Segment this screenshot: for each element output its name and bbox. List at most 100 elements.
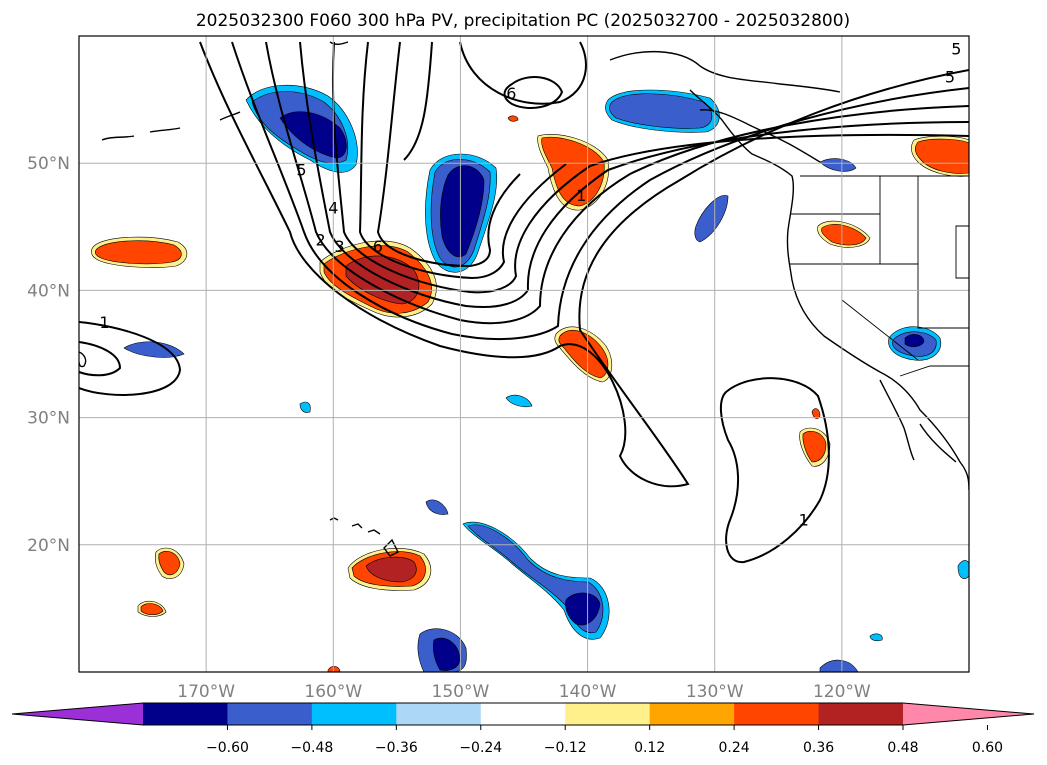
border xyxy=(955,225,969,279)
pv-contour-line xyxy=(265,41,969,325)
pv-contour-line xyxy=(199,41,969,488)
pv-contour-line xyxy=(720,377,830,564)
colorbar-segment xyxy=(818,703,904,725)
political-borders xyxy=(790,175,969,377)
map-frame xyxy=(78,35,970,673)
pv-contour-line xyxy=(376,41,521,268)
precip-anomaly-area xyxy=(140,603,164,616)
coastline xyxy=(329,41,349,45)
colorbar-segment xyxy=(649,703,735,725)
colorbar-extend-high xyxy=(903,703,1034,725)
precip-anomaly-area xyxy=(819,659,859,672)
colorbar-tick-label: −0.12 xyxy=(544,740,587,756)
precip-anomaly-area xyxy=(365,556,417,583)
pv-contour-label: 6 xyxy=(373,237,383,256)
coastline xyxy=(219,111,241,121)
precip-anomaly-area xyxy=(158,551,181,576)
pv-contour-label: 1 xyxy=(799,510,809,529)
border xyxy=(841,299,919,361)
coastline xyxy=(101,135,135,141)
colorbar-segment xyxy=(143,703,228,725)
colorbar-tick-label: 0.12 xyxy=(634,740,665,756)
pv-contour-line xyxy=(299,41,969,308)
precip-anomaly-area xyxy=(811,408,821,419)
precip-anomaly-area xyxy=(95,240,182,265)
colorbar-tick-label: −0.24 xyxy=(459,740,502,756)
latitude-tick-label: 50°N xyxy=(27,154,70,174)
pv-contour-line xyxy=(459,41,587,105)
pv-contour-line xyxy=(403,41,433,161)
precip-anomaly-area xyxy=(440,165,485,258)
pv-contour-line xyxy=(79,341,122,377)
pv-contour-label: 5 xyxy=(296,161,306,180)
border xyxy=(880,263,969,329)
coastline xyxy=(689,89,969,491)
coastline xyxy=(879,379,915,461)
longitude-tick-labels: 170°W 160°W 150°W 140°W 130°W 120°W xyxy=(177,682,871,702)
pv-contour-label: 5 xyxy=(951,40,961,59)
colorbar-outline xyxy=(11,702,1035,726)
precip-anomaly-area xyxy=(565,592,601,626)
colorbar-tick-label: 0.36 xyxy=(803,740,834,756)
precip-anomaly-area xyxy=(821,224,867,246)
colorbar-extend-low xyxy=(12,703,143,725)
precip-anomaly-area xyxy=(904,334,925,348)
colorbar-segment xyxy=(480,703,566,725)
pv-contour-label: 2 xyxy=(315,231,325,250)
border xyxy=(899,365,969,377)
longitude-tick-label: 160°W xyxy=(304,682,362,702)
precip-anomaly-area xyxy=(425,499,449,515)
longitude-tick-label: 140°W xyxy=(559,682,617,702)
map-gridlines xyxy=(79,36,969,672)
longitude-tick-label: 130°W xyxy=(686,682,744,702)
latitude-tick-label: 30°N xyxy=(27,409,70,429)
colorbar-segment xyxy=(734,703,820,725)
precip-anomaly-area xyxy=(819,158,857,172)
colorbar-tick-label: 0.24 xyxy=(719,740,750,756)
precip-anomaly-area xyxy=(609,93,713,129)
colorbar-tick-label: −0.60 xyxy=(206,740,249,756)
colorbar-tick-label: 0.48 xyxy=(887,740,918,756)
colorbar-segment xyxy=(565,703,651,725)
pv-contour-label: 1 xyxy=(99,313,109,332)
precip-anomaly-area xyxy=(507,115,519,122)
latitude-tick-labels: 50°N 40°N 30°N 20°N xyxy=(27,154,70,556)
colorbar-tick-label: 0.60 xyxy=(972,740,1003,756)
precip-anomaly-area xyxy=(915,138,969,174)
coastline xyxy=(149,127,181,133)
coastline xyxy=(699,109,821,163)
coastlines xyxy=(79,41,969,491)
precip-anomaly-area xyxy=(541,136,605,207)
precip-anomaly-area xyxy=(123,341,185,358)
colorbar-tick-label: −0.48 xyxy=(290,740,333,756)
precip-anomaly-area xyxy=(802,431,827,463)
precip-anomaly-area xyxy=(432,637,461,671)
border xyxy=(790,213,881,265)
colorbar: −0.60 −0.48 −0.36 −0.24 −0.12 0.12 0.24 0.36 0.4… xyxy=(11,702,1035,756)
colorbar-segment xyxy=(227,703,313,725)
latitude-tick-label: 40°N xyxy=(27,281,70,301)
colorbar-tick-label: −0.36 xyxy=(375,740,418,756)
coastline xyxy=(609,51,841,93)
colorbar-segment xyxy=(311,703,397,725)
precip-anomaly-area xyxy=(505,394,533,408)
longitude-tick-label: 120°W xyxy=(813,682,871,702)
longitude-tick-label: 170°W xyxy=(177,682,235,702)
pv-contour-line xyxy=(503,76,564,109)
pv-contour-label: 4 xyxy=(328,199,338,218)
pv-contour-label: 1 xyxy=(576,186,586,205)
precip-anomaly-area xyxy=(957,560,969,579)
precipitation-anomaly-shading xyxy=(91,84,969,672)
hawaiian-islands xyxy=(329,517,399,557)
precip-anomaly-area xyxy=(869,633,883,642)
precip-anomaly-area xyxy=(299,401,311,413)
pv-contour-label: 3 xyxy=(335,237,345,256)
precip-anomaly-area xyxy=(327,666,341,672)
colorbar-segment xyxy=(396,703,482,725)
latitude-tick-label: 20°N xyxy=(27,536,70,556)
longitude-tick-label: 150°W xyxy=(432,682,490,702)
pv-contour-lines xyxy=(79,41,969,564)
